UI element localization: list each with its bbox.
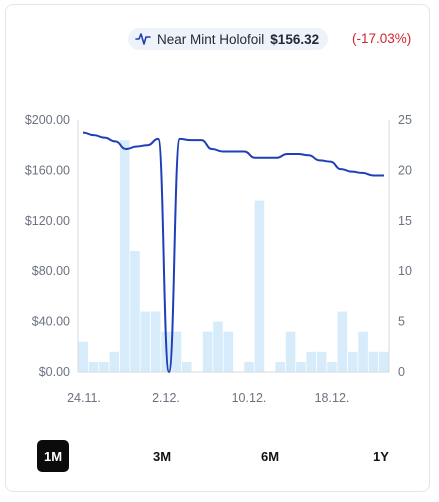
y-right-tick-label: 10 bbox=[398, 264, 412, 278]
tab-1y[interactable]: 1Y bbox=[373, 448, 389, 464]
y-left-tick-label: $0.00 bbox=[39, 365, 70, 379]
volume-bar bbox=[244, 361, 254, 372]
volume-bar bbox=[327, 361, 337, 372]
volume-bar bbox=[213, 321, 223, 372]
volume-bar bbox=[275, 361, 285, 372]
chart-card bbox=[5, 4, 430, 492]
volume-bar bbox=[119, 140, 130, 372]
activity-icon bbox=[135, 33, 151, 45]
x-tick-label: 18.12. bbox=[315, 391, 350, 405]
volume-bar bbox=[150, 311, 161, 372]
price-series-line bbox=[82, 131, 385, 373]
volume-bar bbox=[358, 331, 368, 372]
y-left-tick-label: $80.00 bbox=[32, 264, 70, 278]
volume-bar bbox=[316, 351, 327, 372]
y-left-tick-label: $40.00 bbox=[32, 315, 70, 329]
series-name: Near Mint Holofoil bbox=[157, 31, 265, 47]
y-right-tick-label: 25 bbox=[398, 113, 412, 127]
tab-1m[interactable]: 1M bbox=[37, 440, 69, 472]
x-tick-label: 2.12. bbox=[152, 391, 180, 405]
y-right-tick-label: 15 bbox=[398, 214, 412, 228]
range-tabs: 1M 3M 6M 1Y bbox=[0, 440, 439, 472]
volume-bar bbox=[130, 251, 140, 372]
y-left-tick-label: $120.00 bbox=[25, 214, 70, 228]
volume-bar bbox=[202, 331, 213, 372]
current-price: $156.32 bbox=[270, 31, 320, 47]
volume-bar bbox=[109, 351, 120, 372]
volume-bar bbox=[223, 331, 234, 372]
y-left-tick-label: $200.00 bbox=[25, 113, 70, 127]
price-change: (-17.03%) bbox=[352, 31, 412, 46]
volume-bar bbox=[99, 361, 109, 372]
tick-labels: $0.00 $40.00 $80.00 $120.00 $160.00 $200.00 0 5… bbox=[25, 113, 412, 405]
volume-bar bbox=[88, 361, 99, 372]
volume-bar bbox=[285, 331, 296, 372]
x-tick-label: 24.11. bbox=[67, 391, 101, 405]
volume-bar bbox=[347, 351, 358, 372]
volume-bar bbox=[379, 351, 389, 372]
price-line bbox=[82, 131, 385, 373]
volume-bar bbox=[140, 311, 151, 372]
y-left-tick-label: $160.00 bbox=[25, 163, 70, 177]
volume-bar bbox=[171, 331, 182, 372]
price-chart: $0.00 $40.00 $80.00 $120.00 $160.00 $200.00 0 5… bbox=[25, 113, 412, 405]
tab-3m[interactable]: 3M bbox=[152, 448, 172, 464]
y-right-tick-label: 5 bbox=[398, 315, 405, 329]
volume-bars bbox=[78, 140, 389, 372]
tab-6m[interactable]: 6M bbox=[260, 448, 280, 464]
volume-bar bbox=[296, 361, 306, 372]
volume-bar bbox=[254, 200, 265, 372]
volume-bar bbox=[182, 361, 192, 372]
x-tick-label: 10.12. bbox=[232, 391, 267, 405]
y-right-tick-label: 20 bbox=[398, 163, 412, 177]
axes bbox=[77, 120, 390, 373]
volume-bar bbox=[306, 351, 317, 372]
volume-bar bbox=[368, 351, 379, 372]
volume-bar bbox=[337, 311, 348, 372]
y-right-tick-label: 0 bbox=[398, 365, 405, 379]
series-badge: Near Mint Holofoil $156.32 bbox=[128, 28, 329, 50]
volume-bar bbox=[78, 341, 88, 372]
